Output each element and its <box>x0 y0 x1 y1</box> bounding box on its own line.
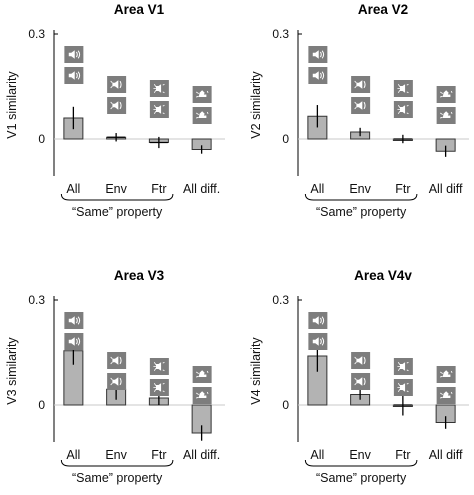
speaker-same-icon <box>64 67 84 84</box>
speaker-same-icon <box>64 46 84 63</box>
chart-panel-3: Area V3 0 0.3 V3 similarity All Env Ftr All dif… <box>5 268 225 485</box>
y-tick-label: 0 <box>38 398 45 412</box>
speaker-different-icon <box>436 387 456 404</box>
speaker-feature-icon <box>393 379 413 396</box>
y-axis-label: V4 similarity <box>249 337 263 405</box>
group-bracket <box>60 459 174 467</box>
speaker-envelope-icon <box>107 352 127 369</box>
x-axis-label: “Same” property <box>72 205 163 219</box>
x-tick-label: Ftr <box>395 182 410 196</box>
chart-panel-2: Area V2 0 0.3 V2 similarity All Env Ftr All dif… <box>249 2 469 219</box>
speaker-envelope-icon <box>351 97 371 114</box>
speaker-feature-icon <box>149 101 169 118</box>
x-tick-label: Ftr <box>151 182 166 196</box>
y-tick-label: 0.3 <box>272 293 289 307</box>
x-tick-label: All <box>66 182 80 196</box>
x-tick-label: Ftr <box>151 448 166 462</box>
speaker-different-icon <box>192 107 212 124</box>
x-tick-label: All <box>310 448 324 462</box>
speaker-feature-icon <box>149 358 169 375</box>
x-tick-label: All diff <box>429 182 463 196</box>
x-tick-label: All <box>310 182 324 196</box>
y-tick-label: 0.3 <box>272 27 289 41</box>
group-bracket <box>60 193 174 201</box>
group-bracket <box>304 459 418 467</box>
speaker-same-icon <box>308 312 328 329</box>
x-tick-label: All diff <box>429 448 463 462</box>
y-tick-label: 0 <box>282 398 289 412</box>
speaker-different-icon <box>436 366 456 383</box>
speaker-different-icon <box>192 366 212 383</box>
speaker-envelope-icon <box>107 97 127 114</box>
speaker-same-icon <box>308 333 328 350</box>
speaker-feature-icon <box>149 80 169 97</box>
speaker-feature-icon <box>393 101 413 118</box>
y-tick-label: 0.3 <box>28 27 45 41</box>
x-axis-label: “Same” property <box>316 471 407 485</box>
speaker-envelope-icon <box>107 373 127 390</box>
speaker-feature-icon <box>149 379 169 396</box>
x-tick-label: All diff. <box>183 448 220 462</box>
y-tick-label: 0 <box>38 132 45 146</box>
speaker-different-icon <box>436 86 456 103</box>
speaker-same-icon <box>308 67 328 84</box>
group-bracket <box>304 193 418 201</box>
y-axis-label: V2 similarity <box>249 71 263 139</box>
x-tick-label: Env <box>349 448 371 462</box>
speaker-same-icon <box>308 46 328 63</box>
x-tick-label: Ftr <box>395 448 410 462</box>
speaker-same-icon <box>64 312 84 329</box>
x-tick-label: All diff. <box>183 182 220 196</box>
speaker-different-icon <box>192 387 212 404</box>
speaker-feature-icon <box>393 80 413 97</box>
speaker-envelope-icon <box>107 76 127 93</box>
x-axis-label: “Same” property <box>72 471 163 485</box>
y-tick-label: 0.3 <box>28 293 45 307</box>
panel-title: Area V4v <box>354 268 412 283</box>
speaker-envelope-icon <box>351 373 371 390</box>
y-axis-label: V1 similarity <box>5 71 19 139</box>
speaker-envelope-icon <box>351 352 371 369</box>
chart-panel-4: Area V4v 0 0.3 V4 similarity All Env Ftr All di… <box>249 268 469 485</box>
speaker-feature-icon <box>393 358 413 375</box>
speaker-envelope-icon <box>351 76 371 93</box>
speaker-different-icon <box>436 107 456 124</box>
chart-panel-1: Area V1 0 0.3 V1 similarity All Env Ftr All dif… <box>5 2 225 219</box>
y-axis-label: V3 similarity <box>5 337 19 405</box>
x-tick-label: All <box>66 448 80 462</box>
panel-title: Area V1 <box>114 2 165 17</box>
y-tick-label: 0 <box>282 132 289 146</box>
speaker-different-icon <box>192 86 212 103</box>
x-axis-label: “Same” property <box>316 205 407 219</box>
panel-title: Area V3 <box>114 268 165 283</box>
panel-title: Area V2 <box>358 2 408 17</box>
x-tick-label: Env <box>105 182 127 196</box>
x-tick-label: Env <box>105 448 127 462</box>
x-tick-label: Env <box>349 182 371 196</box>
speaker-same-icon <box>64 333 84 350</box>
